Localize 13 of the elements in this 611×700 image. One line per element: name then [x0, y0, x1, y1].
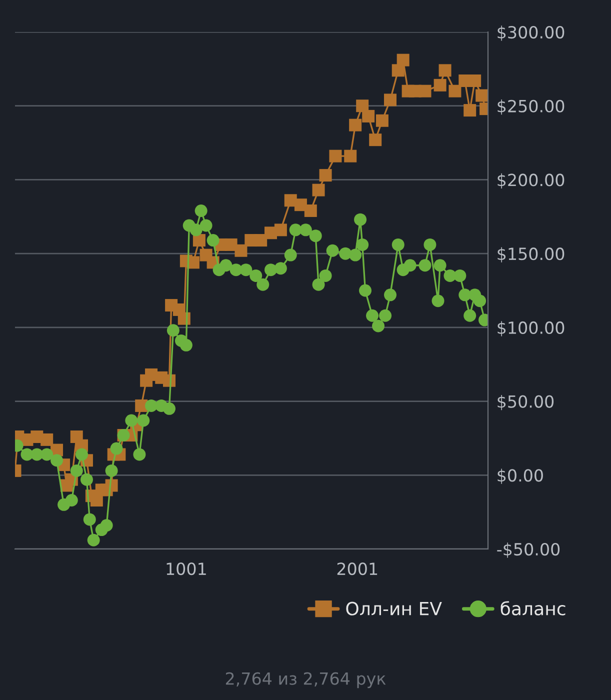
- y-tick-label: $50.00: [498, 394, 554, 410]
- y-tick-label: $0.00: [498, 468, 543, 484]
- y-tick-label: $300.00: [498, 26, 564, 41]
- x-tick-label: 2001: [337, 562, 378, 576]
- y-tick-label: $200.00: [498, 173, 564, 188]
- y-tick-label: $150.00: [498, 247, 564, 262]
- y-tick-label: -$50.00: [497, 542, 560, 558]
- y-tick-label: $100.00: [498, 321, 564, 336]
- legend-label: баланс: [500, 601, 566, 616]
- legend-label: Олл-ин EV: [346, 602, 442, 616]
- text: 2,764 из 2,764 рук: [226, 672, 386, 688]
- x-tick-label: 1001: [166, 562, 206, 576]
- y-tick-label: $250.00: [498, 100, 564, 115]
